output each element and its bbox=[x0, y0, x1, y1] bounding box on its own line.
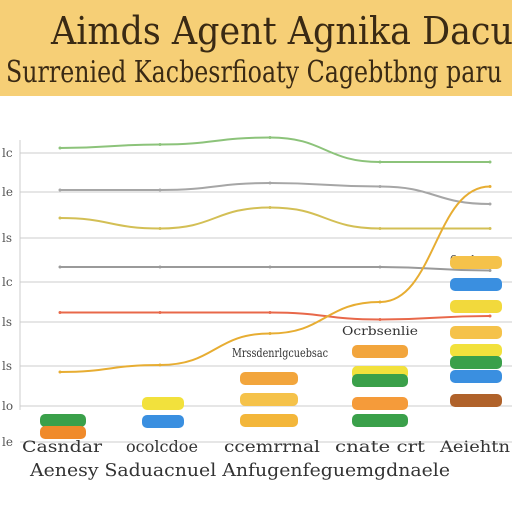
data-point bbox=[268, 136, 272, 139]
series-line-3 bbox=[59, 265, 491, 272]
annotation-label: Mrssdenrlgcuebsac bbox=[232, 346, 328, 360]
data-point bbox=[378, 318, 382, 321]
data-point bbox=[158, 265, 162, 269]
data-point bbox=[268, 332, 272, 335]
legend-chip bbox=[450, 278, 502, 291]
chips-layer bbox=[40, 256, 502, 439]
legend-chip bbox=[352, 414, 408, 427]
legend-chip bbox=[142, 397, 184, 410]
chart-title: Aimds Agent Agnika Dacu bbox=[50, 9, 512, 53]
y-tick-label: le bbox=[2, 435, 13, 449]
title-banner bbox=[0, 0, 512, 96]
y-tick-label: ls bbox=[2, 315, 12, 329]
x-tick-label: cnate crt bbox=[335, 437, 426, 456]
series-line-5 bbox=[59, 185, 491, 373]
legend-chip bbox=[450, 256, 502, 269]
ticks-layer: lc le ls lc ls ls lo le bbox=[2, 146, 13, 449]
data-point bbox=[268, 206, 272, 209]
data-point bbox=[268, 265, 272, 269]
data-point bbox=[58, 188, 62, 192]
data-point bbox=[158, 143, 162, 146]
data-point bbox=[488, 202, 492, 206]
data-point bbox=[58, 216, 62, 220]
legend-chip bbox=[240, 414, 298, 427]
data-point bbox=[378, 265, 382, 269]
legend-chip bbox=[450, 356, 502, 369]
series-line-1 bbox=[59, 181, 491, 205]
series-line-0 bbox=[59, 136, 490, 163]
data-point bbox=[158, 311, 162, 314]
legend-chip bbox=[352, 345, 408, 358]
legend-chip bbox=[240, 372, 298, 385]
y-tick-label: ls bbox=[2, 359, 12, 373]
y-tick-label: lc bbox=[2, 146, 13, 160]
series-layer bbox=[58, 136, 492, 374]
legend-chip bbox=[40, 426, 86, 439]
data-point bbox=[158, 227, 162, 230]
legend-chip bbox=[450, 370, 502, 383]
data-point bbox=[58, 370, 62, 374]
data-point bbox=[58, 311, 62, 314]
y-tick-label: ls bbox=[2, 231, 12, 245]
series-line-2 bbox=[59, 206, 490, 230]
data-point bbox=[158, 188, 162, 192]
legend-chip bbox=[352, 397, 408, 410]
data-point bbox=[378, 185, 382, 188]
data-point bbox=[488, 185, 492, 188]
x-tick-label: Casndar bbox=[22, 437, 102, 456]
data-point bbox=[378, 227, 382, 230]
legend-chip bbox=[40, 414, 86, 427]
data-point bbox=[488, 314, 492, 318]
y-tick-label: le bbox=[2, 185, 13, 199]
category-layer: Casndar ocolcdoe ccemrrnal cnate crt Aeiehtn bbox=[22, 437, 510, 456]
x-tick-label: Aeiehtn bbox=[439, 437, 510, 456]
legend-chip bbox=[142, 415, 184, 428]
legend-chip bbox=[352, 374, 408, 387]
data-point bbox=[378, 300, 382, 304]
data-point bbox=[488, 269, 492, 272]
data-point bbox=[488, 227, 492, 230]
data-point bbox=[488, 160, 492, 164]
legend-chip bbox=[450, 300, 502, 313]
annotation-label: Ocrbsenlie bbox=[342, 324, 418, 338]
x-tick-label: ocolcdoe bbox=[126, 437, 198, 456]
data-point bbox=[58, 146, 62, 150]
data-point bbox=[58, 265, 62, 269]
data-point bbox=[158, 363, 162, 367]
legend-chip bbox=[450, 326, 502, 339]
legend-chip bbox=[450, 344, 502, 357]
data-point bbox=[268, 311, 272, 314]
x-axis-label: Aenesy Saduacnuel Anfugenfeguemgdnaele bbox=[29, 460, 450, 481]
x-tick-label: ccemrrnal bbox=[224, 437, 320, 456]
legend-chip bbox=[240, 393, 298, 406]
grid-layer bbox=[20, 152, 512, 443]
y-tick-label: lc bbox=[2, 275, 13, 289]
data-point bbox=[378, 160, 382, 164]
y-tick-label: lo bbox=[2, 399, 13, 413]
chart-subtitle: Surrenied Kacbesrfioaty Cagebtbng paru bbox=[6, 55, 502, 90]
series-line-4 bbox=[60, 311, 491, 321]
data-point bbox=[268, 181, 272, 185]
legend-chip bbox=[450, 394, 502, 407]
